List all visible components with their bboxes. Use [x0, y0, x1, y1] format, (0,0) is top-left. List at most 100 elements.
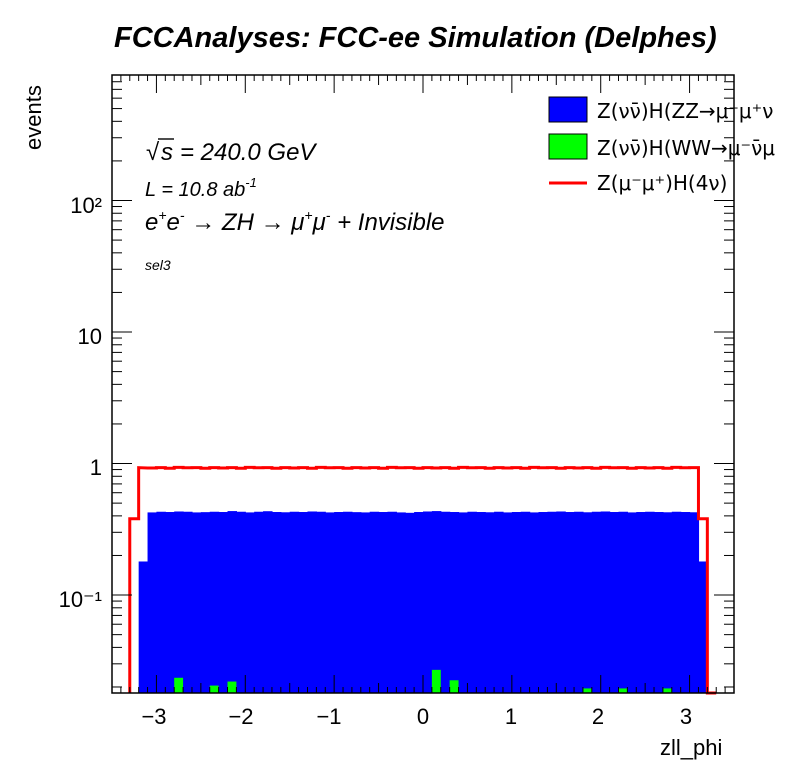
bar-zz	[351, 512, 362, 693]
bar-zz	[236, 511, 246, 693]
bar-zz	[654, 512, 664, 693]
series-ww-fill	[174, 669, 672, 693]
bar-ww	[174, 677, 184, 693]
bar-zz	[360, 512, 371, 693]
y-tick-label: 10	[78, 324, 102, 349]
bar-zz	[547, 511, 557, 693]
sqrt-s-variable: s	[161, 139, 173, 166]
bar-zz	[227, 511, 237, 693]
legend-label-ww: Z(νν̄)H(WW→μ⁻ν̄μ	[597, 136, 775, 160]
bar-zz	[574, 511, 584, 693]
legend: Z(νν̄)H(ZZ→μ⁻μ⁺ν Z(νν̄)H(WW→μ⁻ν̄μ Z(μ⁻μ⁺…	[548, 96, 775, 195]
bar-zz	[680, 512, 691, 693]
bar-zz	[174, 511, 184, 693]
bar-zz	[307, 511, 317, 693]
bar-zz	[343, 511, 353, 693]
bar-zz	[689, 512, 700, 693]
bar-zz	[396, 512, 406, 693]
lumi-annotation: L = 10.8 ab-1	[145, 175, 257, 201]
bar-zz	[698, 561, 708, 693]
bar-zz	[316, 511, 326, 693]
bar-zz	[449, 512, 460, 693]
process-annotation: e+e- → ZH → μ+μ- + Invisible	[145, 207, 445, 236]
bar-zz	[556, 511, 566, 693]
bar-zz	[467, 511, 477, 693]
bar-zz	[263, 511, 273, 693]
bar-zz	[431, 511, 442, 693]
lumi-prefix: L = 10.8 ab	[145, 179, 245, 201]
bar-zz	[671, 511, 682, 693]
bar-ww	[431, 669, 441, 693]
bar-zz	[485, 512, 495, 693]
bar-zz	[369, 511, 380, 693]
sqrt-symbol: √	[146, 139, 160, 166]
legend-swatch-ww	[548, 133, 588, 160]
bar-zz	[529, 512, 540, 693]
bar-zz	[645, 511, 655, 693]
bar-ww	[209, 685, 219, 693]
bar-ww	[618, 688, 628, 693]
bar-zz	[476, 512, 486, 693]
y-axis-label: events	[21, 85, 46, 150]
bar-zz	[271, 512, 282, 693]
bar-zz	[254, 511, 264, 693]
legend-swatch-zz	[548, 96, 588, 123]
bar-zz	[147, 512, 158, 693]
series-4nu-line	[128, 465, 717, 695]
bar-zz	[334, 512, 344, 693]
bar-zz	[165, 512, 175, 693]
x-tick-label: −2	[228, 704, 253, 729]
x-axis-ticks	[111, 75, 735, 693]
lumi-exponent: -1	[245, 175, 257, 190]
bar-zz	[200, 512, 211, 693]
bar-zz	[627, 512, 637, 693]
sqrt-s-value: = 240.0 GeV	[180, 139, 317, 166]
bar-zz	[600, 511, 611, 693]
x-tick-label: −3	[141, 704, 166, 729]
bar-zz	[538, 512, 548, 693]
x-tick-label: 1	[505, 704, 517, 729]
bar-zz	[325, 512, 335, 693]
x-tick-label: 0	[417, 704, 429, 729]
chart-title: FCCAnalyses: FCC-ee Simulation (Delphes)	[114, 22, 717, 54]
bar-zz	[520, 511, 531, 693]
bar-zz	[218, 512, 229, 693]
bar-ww	[227, 681, 237, 693]
bar-ww	[449, 680, 459, 693]
selection-annotation: sel3	[145, 257, 171, 273]
bar-zz	[582, 512, 593, 693]
bar-zz	[440, 511, 451, 693]
bar-zz	[591, 511, 602, 693]
bar-zz	[618, 511, 628, 693]
y-axis-ticks	[112, 74, 734, 688]
bar-zz	[423, 511, 433, 693]
sqrt-s-annotation: √ s = 240.0 GeV	[146, 138, 317, 166]
bar-zz	[387, 511, 397, 693]
x-tick-label: −1	[316, 704, 341, 729]
bar-zz	[156, 511, 166, 693]
y-tick-label: 1	[90, 455, 102, 480]
bar-zz	[289, 511, 300, 693]
bar-zz	[662, 512, 673, 693]
bar-zz	[405, 512, 415, 693]
bar-zz	[511, 512, 522, 693]
series-zz-fill	[138, 511, 708, 693]
bar-zz	[138, 561, 149, 693]
bar-zz	[378, 512, 389, 693]
bar-zz	[609, 512, 620, 693]
bar-zz	[280, 512, 291, 693]
bar-zz	[502, 512, 513, 693]
bar-ww	[662, 688, 672, 693]
y-tick-label: 10⁻¹	[59, 587, 102, 612]
x-axis-label: zll_phi	[660, 735, 722, 760]
x-tick-labels: −3 −2 −1 0 1 2 3	[141, 704, 692, 729]
bar-zz	[191, 512, 202, 693]
bar-zz	[183, 511, 193, 693]
x-tick-label: 2	[592, 704, 604, 729]
x-tick-label: 3	[680, 704, 692, 729]
y-tick-label: 10²	[70, 193, 102, 218]
bar-zz	[414, 512, 424, 693]
bar-zz	[245, 512, 255, 693]
y-tick-labels: 10⁻¹ 1 10 10²	[59, 193, 102, 612]
